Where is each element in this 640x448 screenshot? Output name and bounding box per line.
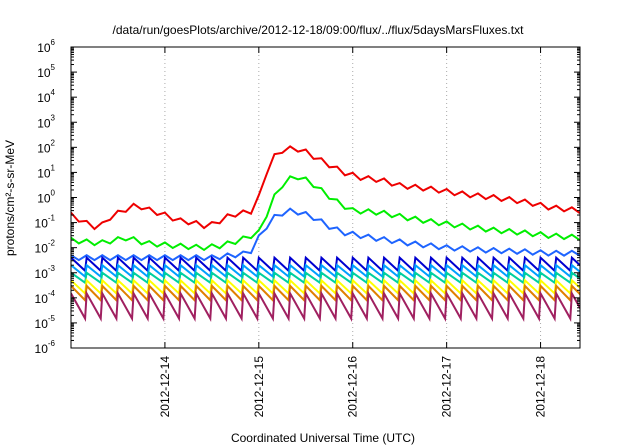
y-tick-label: 10-1 bbox=[35, 214, 56, 231]
y-tick-label: 102 bbox=[37, 138, 55, 155]
chart-title: /data/run/goesPlots/archive/2012-12-18/0… bbox=[113, 23, 525, 37]
x-tick-label: 2012-12-18 bbox=[534, 356, 548, 418]
y-tick-label: 10-5 bbox=[35, 314, 56, 331]
y-tick-label: 10-4 bbox=[35, 289, 56, 306]
plot-area bbox=[71, 145, 580, 322]
y-tick-label: 100 bbox=[37, 189, 55, 206]
y-tick-label: 103 bbox=[37, 113, 55, 130]
y-tick-label: 10-3 bbox=[35, 264, 56, 281]
series-line-azure bbox=[71, 207, 580, 262]
x-tick-label: 2012-12-14 bbox=[158, 356, 172, 418]
series-layer bbox=[71, 145, 580, 322]
y-axis: 106 105 104 103 102 101 100 10-1 10-2 10-3 10-4 10-… bbox=[35, 38, 580, 356]
y-tick-label: 106 bbox=[37, 38, 55, 55]
x-tick-label: 2012-12-17 bbox=[440, 356, 454, 418]
y-tick-label: 10-2 bbox=[35, 239, 56, 256]
x-tick-label: 2012-12-15 bbox=[252, 356, 266, 418]
series-line-green bbox=[71, 175, 580, 252]
y-axis-label: protons/cm²-s-sr-MeV bbox=[3, 140, 17, 256]
y-tick-label: 105 bbox=[37, 63, 55, 80]
x-tick-label: 2012-12-16 bbox=[346, 356, 360, 418]
y-tick-label: 101 bbox=[37, 163, 55, 180]
x-axis: 2012-12-14 2012-12-15 2012-12-16 2012-12-17… bbox=[158, 47, 548, 417]
plot-frame bbox=[70, 46, 581, 349]
y-tick-label: 10-6 bbox=[35, 339, 56, 356]
series-line-saw bbox=[71, 289, 580, 322]
y-tick-label: 104 bbox=[37, 88, 55, 105]
series-line-red bbox=[71, 145, 580, 231]
series-line-saw bbox=[71, 271, 580, 285]
x-axis-label: Coordinated Universal Time (UTC) bbox=[231, 431, 415, 445]
